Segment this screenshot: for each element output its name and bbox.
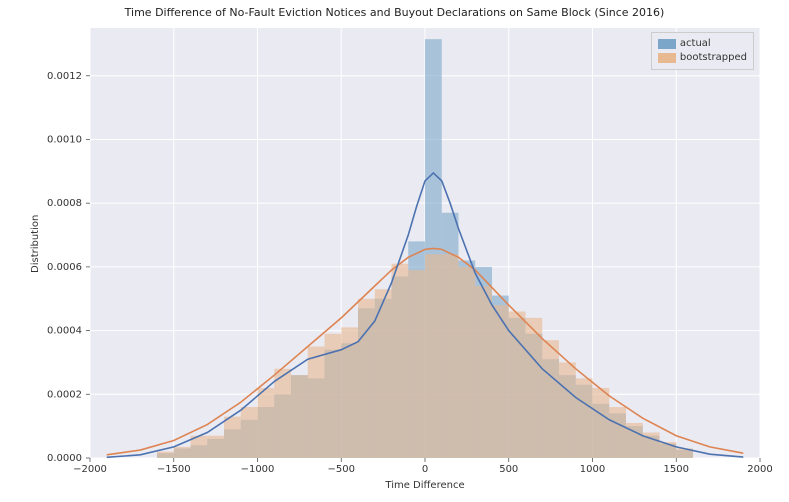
x-axis-label: Time Difference xyxy=(90,480,760,491)
y-axis-label: Distribution xyxy=(30,215,41,273)
legend-label-actual: actual xyxy=(680,37,711,51)
svg-text:2000: 2000 xyxy=(747,464,772,475)
svg-text:0.0006: 0.0006 xyxy=(47,262,82,273)
legend-item-bootstrapped: bootstrapped xyxy=(658,51,747,65)
svg-text:−500: −500 xyxy=(328,464,355,475)
svg-text:1500: 1500 xyxy=(664,464,689,475)
svg-text:0.0010: 0.0010 xyxy=(47,134,82,145)
svg-text:0.0008: 0.0008 xyxy=(47,198,82,209)
legend-label-bootstrapped: bootstrapped xyxy=(680,51,747,65)
svg-text:500: 500 xyxy=(499,464,518,475)
plot-area: −2000−1500−1000−50005001000150020000.000… xyxy=(90,28,760,458)
svg-text:−1000: −1000 xyxy=(241,464,275,475)
svg-text:0.0002: 0.0002 xyxy=(47,389,82,400)
svg-text:1000: 1000 xyxy=(580,464,605,475)
svg-text:0.0004: 0.0004 xyxy=(47,326,82,337)
legend-swatch-bootstrapped xyxy=(658,53,676,63)
svg-text:0.0000: 0.0000 xyxy=(47,453,82,464)
legend-item-actual: actual xyxy=(658,37,747,51)
chart-title: Time Difference of No-Fault Eviction Not… xyxy=(0,6,789,19)
svg-text:0.0012: 0.0012 xyxy=(47,71,82,82)
chart-figure: Time Difference of No-Fault Eviction Not… xyxy=(0,0,789,502)
svg-text:0: 0 xyxy=(422,464,428,475)
legend: actual bootstrapped xyxy=(651,32,754,70)
legend-swatch-actual xyxy=(658,39,676,49)
svg-text:−1500: −1500 xyxy=(157,464,191,475)
svg-text:−2000: −2000 xyxy=(73,464,107,475)
